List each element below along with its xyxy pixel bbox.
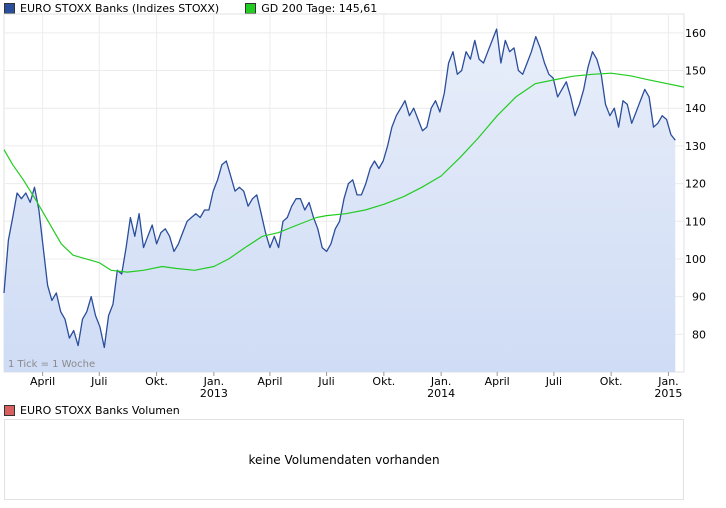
tick-footnote: 1 Tick = 1 Woche — [8, 359, 95, 370]
legend-item-price[interactable]: EURO STOXX Banks (Indizes STOXX) — [4, 2, 219, 15]
y-tick-label: 80 — [692, 328, 706, 341]
y-tick-label: 90 — [692, 291, 706, 304]
volume-legend: EURO STOXX Banks Volumen — [4, 403, 206, 417]
x-tick-year-label: 2013 — [200, 387, 228, 400]
price-area-fill — [4, 29, 676, 372]
ma200-line — [3, 72, 685, 273]
legend-label-volume: EURO STOXX Banks Volumen — [20, 403, 180, 417]
x-tick-label: Juli — [317, 375, 334, 388]
x-tick-label: April — [30, 375, 55, 388]
x-tick-label: April — [257, 375, 282, 388]
x-tick-year-label: 2014 — [427, 387, 455, 400]
legend-swatch-ma — [245, 2, 257, 14]
x-tick-label: Okt. — [600, 375, 623, 388]
y-tick-label: 120 — [685, 178, 706, 191]
x-tick-label: Okt. — [145, 375, 168, 388]
x-tick-label: April — [485, 375, 510, 388]
y-tick-label: 130 — [685, 140, 706, 153]
price-chart[interactable]: 80 90 100 110 120 130 140 150 160 April Juli Okt. Ja… — [0, 0, 726, 418]
price-line — [3, 28, 676, 349]
x-tick-label: Jan. — [430, 375, 451, 388]
volume-empty-message: keine Volumendaten vorhanden — [248, 452, 440, 467]
x-tick-label: Juli — [90, 375, 107, 388]
y-tick-label: 150 — [685, 65, 706, 78]
y-tick-label: 140 — [685, 102, 706, 115]
legend-swatch-volume — [4, 404, 15, 416]
legend-item-volume[interactable]: EURO STOXX Banks Volumen — [4, 404, 180, 417]
y-tick-label: 100 — [685, 253, 706, 266]
x-tick-year-label: 2015 — [654, 387, 682, 400]
legend-item-ma[interactable]: GD 200 Tage: 145,61 — [245, 2, 377, 15]
x-tick-label: Juli — [545, 375, 562, 388]
legend-swatch-price — [4, 2, 15, 14]
volume-panel: keine Volumendaten vorhanden — [4, 419, 684, 500]
x-tick-label: Jan. — [203, 375, 224, 388]
x-tick-label: Jan. — [657, 375, 678, 388]
y-tick-label: 110 — [685, 215, 706, 228]
chart-legend: EURO STOXX Banks (Indizes STOXX) GD 200 … — [4, 1, 403, 15]
legend-label-price: EURO STOXX Banks (Indizes STOXX) — [20, 1, 220, 15]
legend-label-ma: GD 200 Tage: 145,61 — [261, 1, 378, 15]
y-tick-label: 160 — [685, 27, 706, 40]
x-tick-label: Okt. — [372, 375, 395, 388]
